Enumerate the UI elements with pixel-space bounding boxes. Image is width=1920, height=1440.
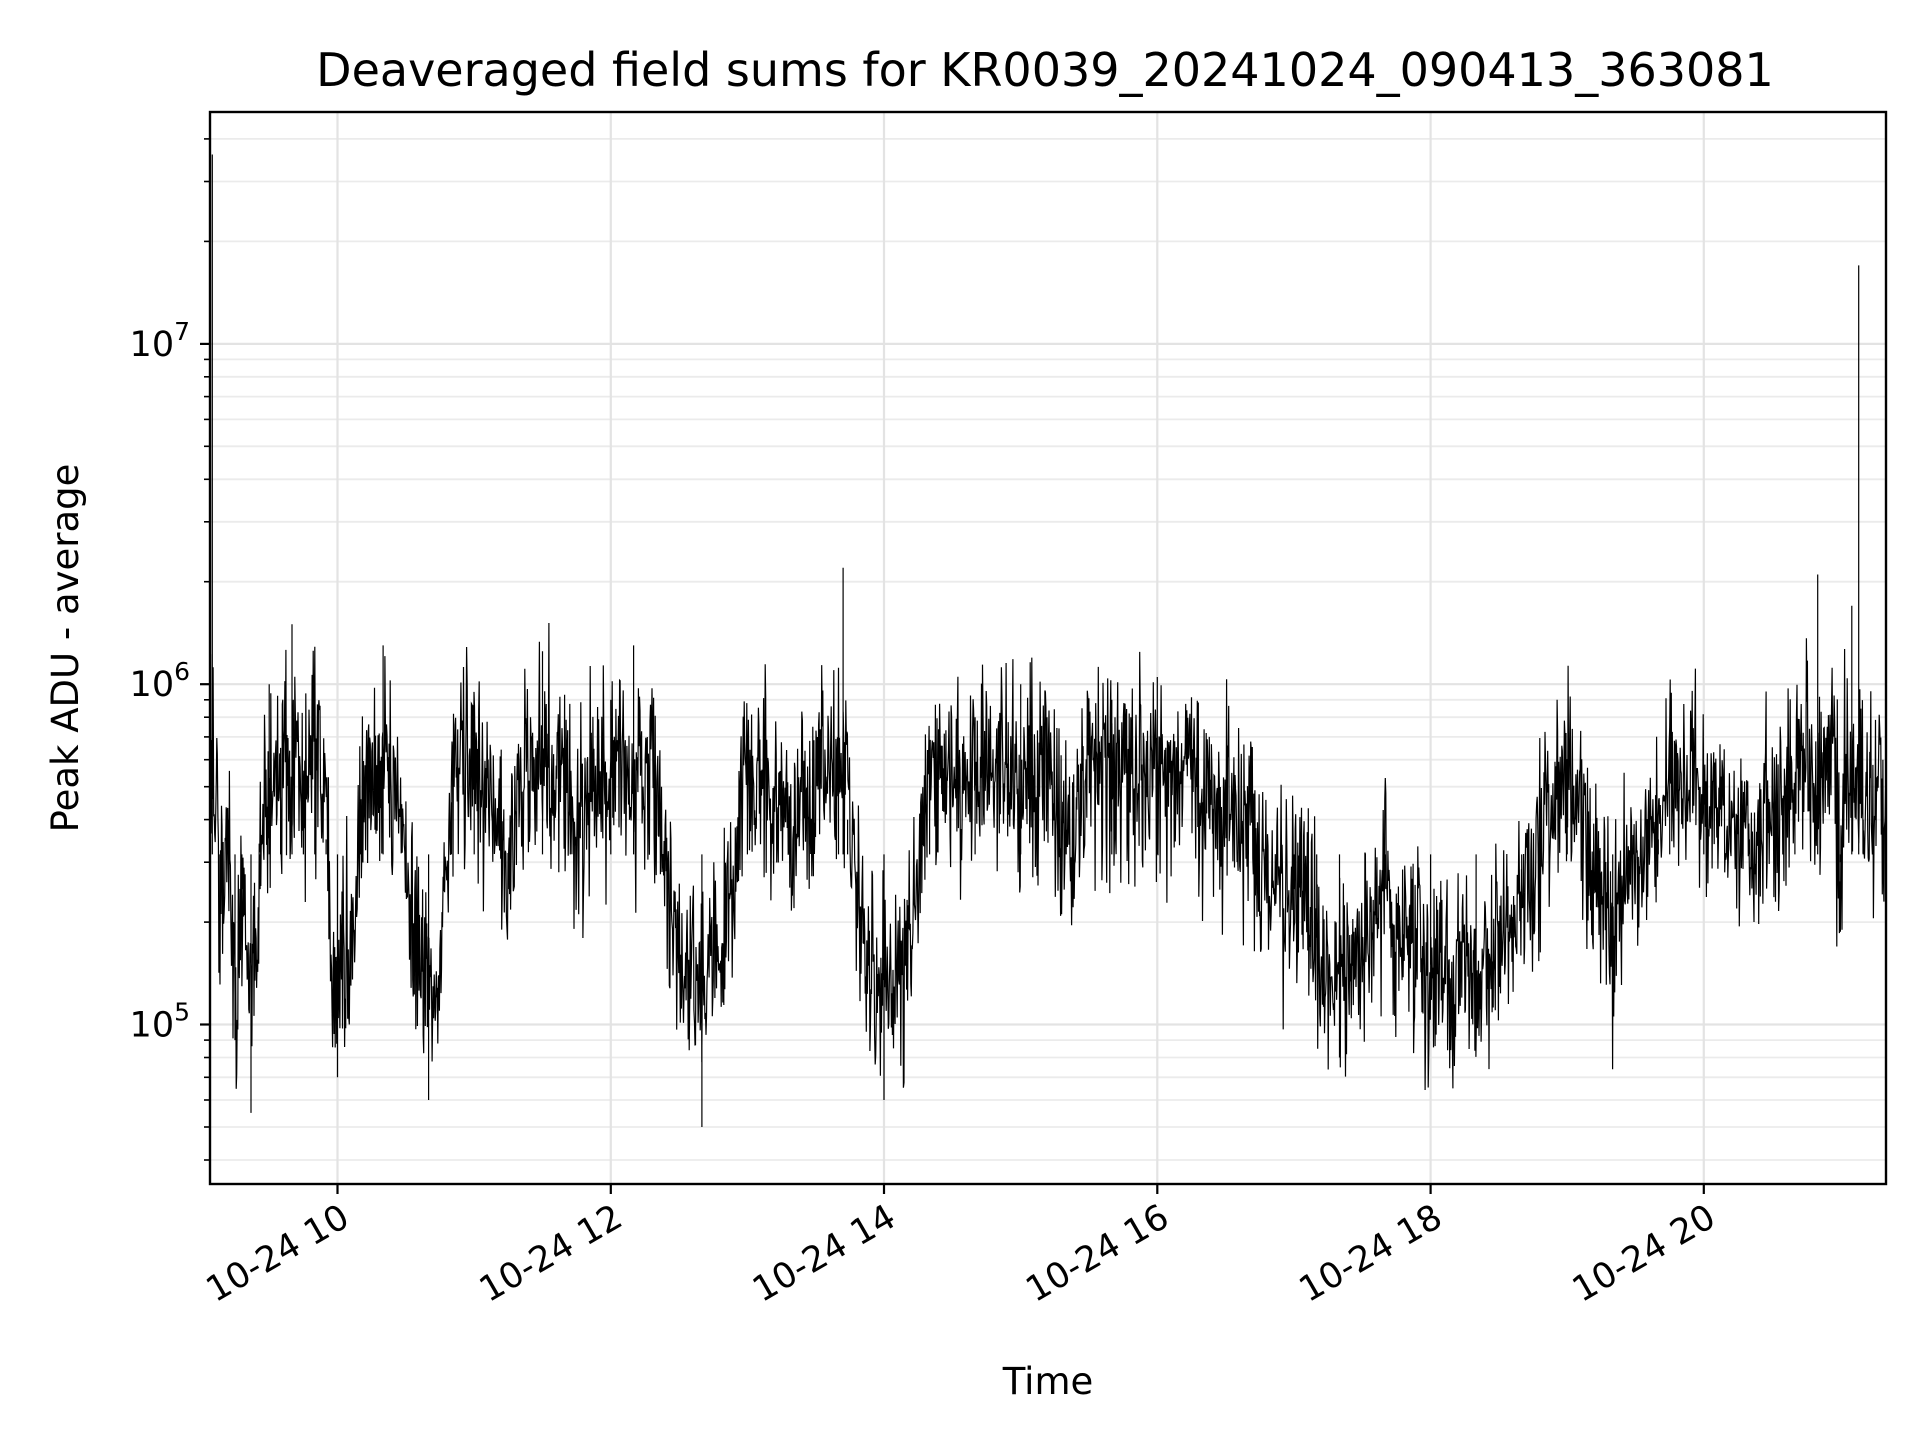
plot-frame (208, 110, 1888, 1186)
x-axis-label: Time (1002, 1360, 1094, 1403)
x-tick-label: 10-24 14 (746, 1197, 902, 1310)
x-tick-label: 10-24 12 (473, 1197, 629, 1310)
y-tick-label: 106 (130, 657, 190, 705)
x-tick-label: 10-24 20 (1566, 1197, 1722, 1310)
y-tick-label: 105 (130, 998, 190, 1046)
y-axis: 105 106 107 (130, 138, 210, 1161)
x-tick-label: 10-24 16 (1020, 1197, 1176, 1310)
x-axis: 10-24 10 10-24 12 10-24 14 10-24 16 10-24 18… (200, 1184, 1722, 1310)
x-tick-label: 10-24 18 (1293, 1197, 1449, 1310)
y-tick-label: 107 (130, 317, 190, 365)
series-line (210, 154, 1886, 1127)
x-tick-label: 10-24 10 (200, 1197, 356, 1310)
plot-area (210, 154, 1886, 1127)
grid (210, 112, 1886, 1184)
chart-title: Deaveraged field sums for KR0039_2024102… (316, 43, 1774, 97)
y-axis-label: Peak ADU - average (44, 464, 87, 833)
